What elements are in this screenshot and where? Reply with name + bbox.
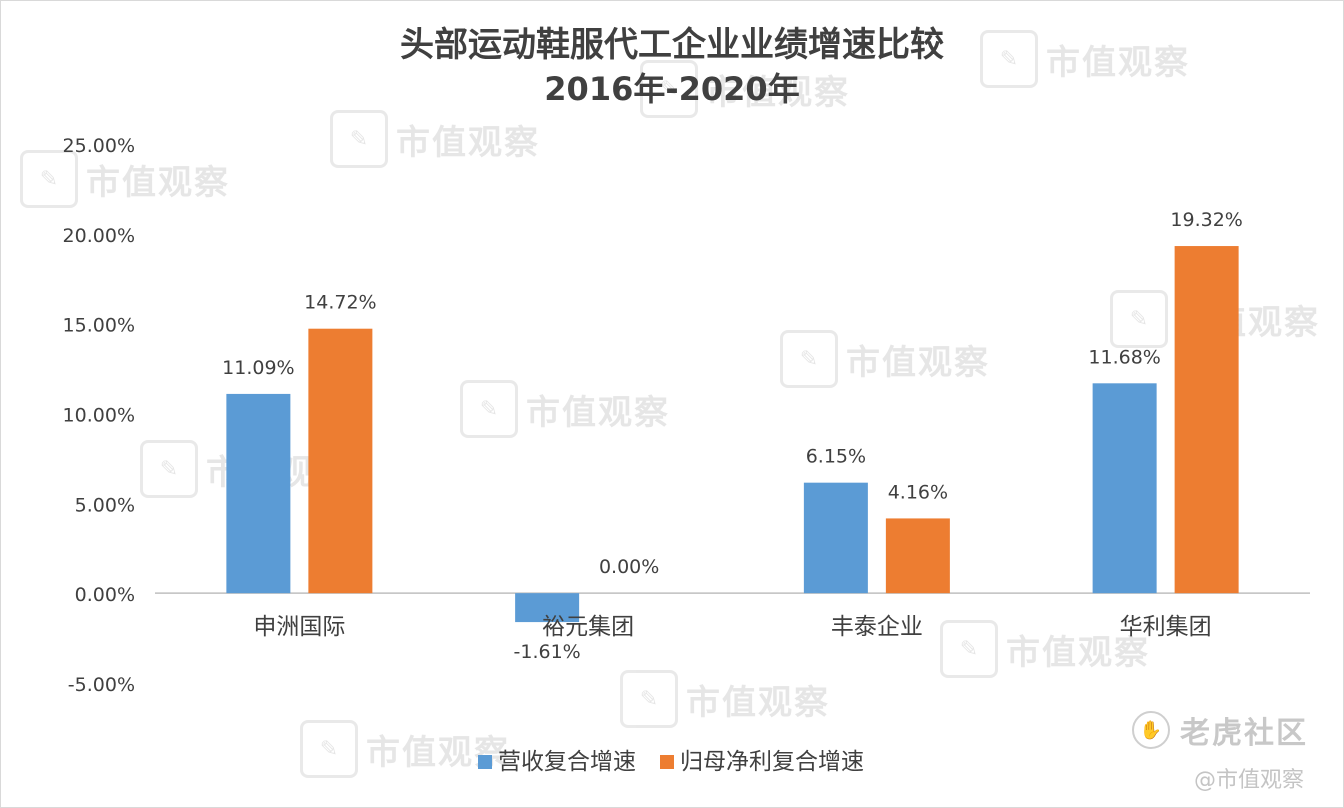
x-axis: 申洲国际 裕元集团 丰泰企业 华利集团	[253, 614, 1211, 640]
x-tick-label: 申洲国际	[253, 614, 345, 640]
y-tick-label: 20.00%	[63, 225, 135, 247]
bar-data-label: 19.32%	[1170, 209, 1242, 231]
bar	[803, 482, 868, 594]
bar-data-label: 11.09%	[222, 357, 294, 379]
y-tick-label: 25.00%	[63, 135, 135, 157]
bar	[308, 328, 373, 594]
y-tick-label: 0.00%	[75, 584, 135, 606]
bar-data-label: -1.61%	[514, 641, 581, 663]
y-tick-label: 15.00%	[63, 315, 135, 337]
bars-group	[226, 246, 1239, 623]
bar	[1174, 246, 1239, 594]
legend: 营收复合增速 归母净利复合增速	[478, 749, 864, 775]
y-tick-label: -5.00%	[68, 674, 135, 696]
y-tick-label: 10.00%	[63, 405, 135, 427]
chart-title: 头部运动鞋服代工企业业绩增速比较	[400, 25, 944, 65]
bar	[1092, 383, 1157, 594]
legend-label: 归母净利复合增速	[680, 749, 864, 775]
legend-swatch	[660, 755, 674, 769]
x-tick-label: 裕元集团	[542, 614, 634, 640]
bar-data-label: 4.16%	[888, 481, 948, 503]
footer-logo-text: 老虎社区	[1180, 716, 1308, 751]
x-tick-label: 华利集团	[1120, 614, 1212, 640]
legend-label: 营收复合增速	[498, 749, 636, 775]
bar	[226, 393, 291, 594]
data-labels-group: 11.09% 14.72% -1.61% 0.00% 6.15% 4.16% 11.68% 1…	[222, 209, 1243, 663]
bar	[515, 593, 580, 623]
tiger-paw-icon: ✋	[1132, 711, 1170, 749]
bar-data-label: 0.00%	[599, 556, 659, 578]
legend-swatch	[478, 755, 492, 769]
bar-data-label: 6.15%	[806, 446, 866, 468]
x-tick-label: 丰泰企业	[831, 614, 923, 640]
bar-data-label: 14.72%	[304, 292, 376, 314]
y-tick-label: 5.00%	[75, 494, 135, 516]
bar	[885, 518, 950, 594]
footer-handle: @市值观察	[1193, 768, 1304, 793]
chart-subtitle: 2016年-2020年	[544, 70, 799, 108]
y-axis: 25.00% 20.00% 15.00% 10.00% 5.00% 0.00% -5.00%	[63, 135, 135, 696]
bar-data-label: 11.68%	[1088, 346, 1160, 368]
footer-logo: ✋ 老虎社区	[1132, 708, 1308, 752]
